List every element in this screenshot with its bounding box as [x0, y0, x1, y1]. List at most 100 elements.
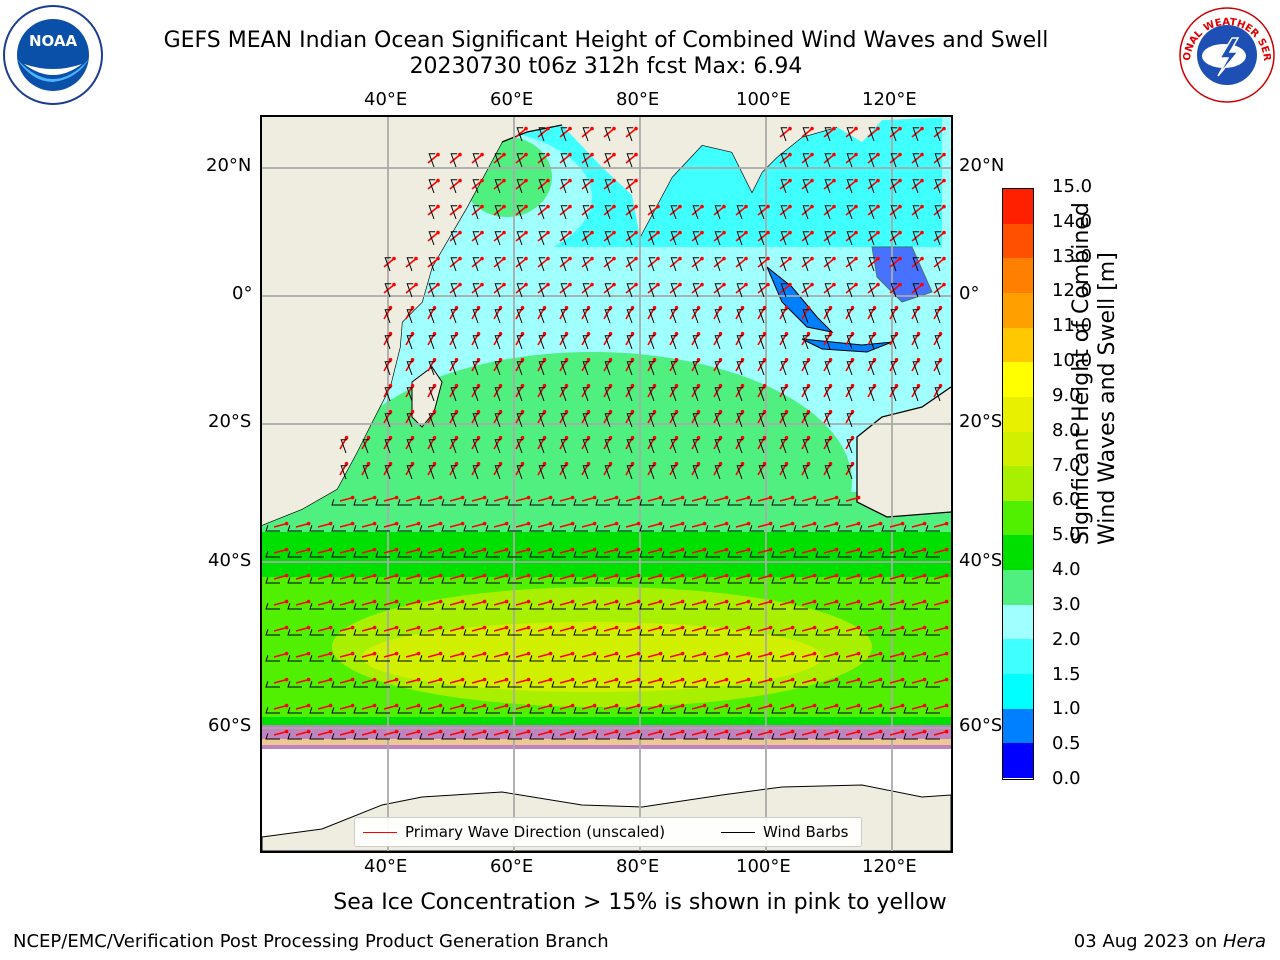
wind-barb	[661, 733, 676, 740]
wind-barb	[692, 335, 700, 350]
wind-barb	[912, 283, 920, 298]
wind-barb	[846, 439, 854, 454]
wave-arrow	[889, 153, 901, 164]
wave-arrow	[339, 548, 353, 554]
wave-arrow	[339, 496, 353, 502]
wave-arrow-head	[636, 547, 641, 552]
wave-arrow-head	[432, 435, 437, 440]
wave-arrow	[383, 626, 397, 632]
wind-barb	[375, 499, 390, 506]
wave-arrow	[823, 496, 837, 502]
wind-barb	[419, 551, 434, 558]
wave-arrow	[867, 704, 881, 710]
wind-barb	[309, 629, 324, 636]
wind-barb	[705, 577, 720, 584]
wind-barb	[353, 733, 368, 740]
wave-arrow-head	[702, 495, 707, 500]
wave-arrow-head	[476, 357, 481, 362]
wave-arrow	[625, 678, 639, 684]
wave-arrow-head	[722, 282, 726, 287]
wave-arrow-head	[498, 461, 503, 466]
wave-arrow	[713, 626, 727, 632]
wind-barb	[494, 283, 502, 298]
wind-barb	[648, 465, 656, 480]
wave-arrow	[559, 652, 573, 658]
wave-arrow	[603, 496, 617, 502]
wave-arrow	[801, 704, 815, 710]
wind-barb	[824, 335, 832, 350]
wind-barb	[617, 681, 632, 688]
wave-arrow	[889, 283, 901, 294]
wave-arrow-head	[718, 331, 723, 336]
wave-arrow-head	[482, 547, 487, 552]
wave-arrow	[625, 522, 639, 528]
wind-barb	[846, 205, 854, 220]
wind-barb	[683, 577, 698, 584]
wave-arrow-head	[586, 383, 591, 388]
wave-arrow-head	[878, 703, 883, 708]
wave-arrow	[779, 678, 793, 684]
noaa-logo: NOAA	[2, 4, 104, 106]
wave-arrow-head	[656, 230, 660, 235]
wave-arrow	[449, 730, 463, 736]
wave-arrow	[647, 496, 661, 502]
wave-arrow-head	[696, 357, 701, 362]
wind-barb	[771, 733, 786, 740]
wind-barb	[661, 577, 676, 584]
wave-arrow-head	[612, 282, 616, 287]
wave-arrow	[339, 574, 353, 580]
wave-arrow	[779, 730, 793, 736]
wind-barb	[516, 413, 524, 428]
wind-barb	[309, 551, 324, 558]
nws-logo: NATIONAL WEATHER SERVICE	[1172, 0, 1278, 106]
wave-arrow-head	[718, 357, 723, 362]
wave-arrow-head	[460, 547, 465, 552]
wave-arrow	[295, 574, 309, 580]
wave-arrow-head	[658, 521, 663, 526]
wind-barb	[749, 577, 764, 584]
wave-arrow-head	[504, 651, 509, 656]
wind-barb	[727, 629, 742, 636]
wave-arrow	[295, 678, 309, 684]
wave-arrow	[449, 626, 463, 632]
wind-barb	[507, 551, 522, 558]
wave-arrow-head	[498, 357, 503, 362]
wave-arrow	[779, 496, 793, 502]
wave-arrow	[933, 205, 945, 216]
wave-arrow-head	[702, 547, 707, 552]
wave-arrow-head	[834, 547, 839, 552]
wind-barb	[683, 707, 698, 714]
wind-barb	[793, 603, 808, 610]
wave-arrow-head	[894, 383, 899, 388]
wave-arrow-head	[856, 547, 861, 552]
wind-barb	[868, 179, 876, 194]
wind-barb	[670, 361, 678, 376]
wind-barb	[384, 283, 392, 298]
wave-arrow-head	[568, 230, 572, 235]
wave-arrow	[779, 704, 793, 710]
wave-arrow-head	[768, 573, 773, 578]
wave-arrow	[735, 283, 747, 294]
wind-barb	[441, 551, 456, 558]
wave-arrow	[647, 574, 661, 580]
wind-barb	[749, 681, 764, 688]
wave-arrow-head	[894, 331, 899, 336]
wind-barb	[428, 413, 436, 428]
wave-arrow-head	[762, 409, 767, 414]
wind-barb	[859, 551, 874, 558]
wind-barb	[802, 413, 810, 428]
wave-arrow-head	[590, 126, 594, 131]
wave-arrow-head	[416, 599, 421, 604]
wave-arrow	[625, 127, 637, 138]
wave-arrow	[845, 704, 859, 710]
wind-barb	[375, 577, 390, 584]
wave-arrow-head	[460, 625, 465, 630]
wind-barb	[595, 551, 610, 558]
wind-barb	[925, 733, 940, 740]
wave-arrow-head	[482, 573, 487, 578]
wave-arrow	[867, 678, 881, 684]
wave-arrow-head	[878, 677, 883, 682]
wind-barb	[494, 413, 502, 428]
wave-arrow-head	[504, 573, 509, 578]
wave-arrow	[867, 574, 881, 580]
